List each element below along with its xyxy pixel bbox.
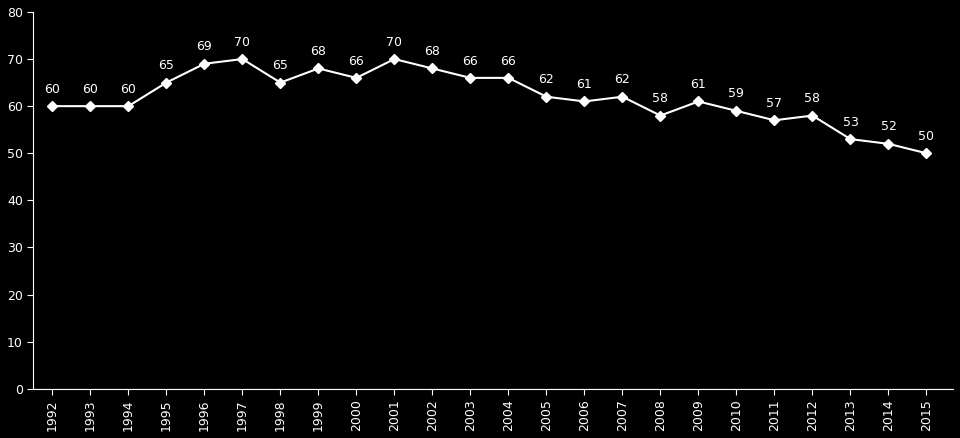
Text: 60: 60 bbox=[83, 83, 98, 96]
Text: 62: 62 bbox=[539, 74, 554, 86]
Text: 65: 65 bbox=[158, 59, 175, 72]
Text: 58: 58 bbox=[804, 92, 821, 105]
Text: 58: 58 bbox=[653, 92, 668, 105]
Text: 62: 62 bbox=[614, 74, 631, 86]
Text: 66: 66 bbox=[348, 54, 364, 67]
Text: 68: 68 bbox=[424, 45, 441, 58]
Text: 70: 70 bbox=[234, 35, 251, 49]
Text: 50: 50 bbox=[919, 130, 934, 143]
Text: 53: 53 bbox=[843, 116, 858, 129]
Text: 68: 68 bbox=[310, 45, 326, 58]
Text: 61: 61 bbox=[577, 78, 592, 91]
Text: 59: 59 bbox=[729, 88, 744, 100]
Text: 70: 70 bbox=[386, 35, 402, 49]
Text: 66: 66 bbox=[500, 54, 516, 67]
Text: 60: 60 bbox=[120, 83, 136, 96]
Text: 65: 65 bbox=[273, 59, 288, 72]
Text: 60: 60 bbox=[44, 83, 60, 96]
Text: 52: 52 bbox=[880, 120, 897, 134]
Text: 61: 61 bbox=[690, 78, 707, 91]
Text: 57: 57 bbox=[766, 97, 782, 110]
Text: 69: 69 bbox=[197, 40, 212, 53]
Text: 66: 66 bbox=[463, 54, 478, 67]
